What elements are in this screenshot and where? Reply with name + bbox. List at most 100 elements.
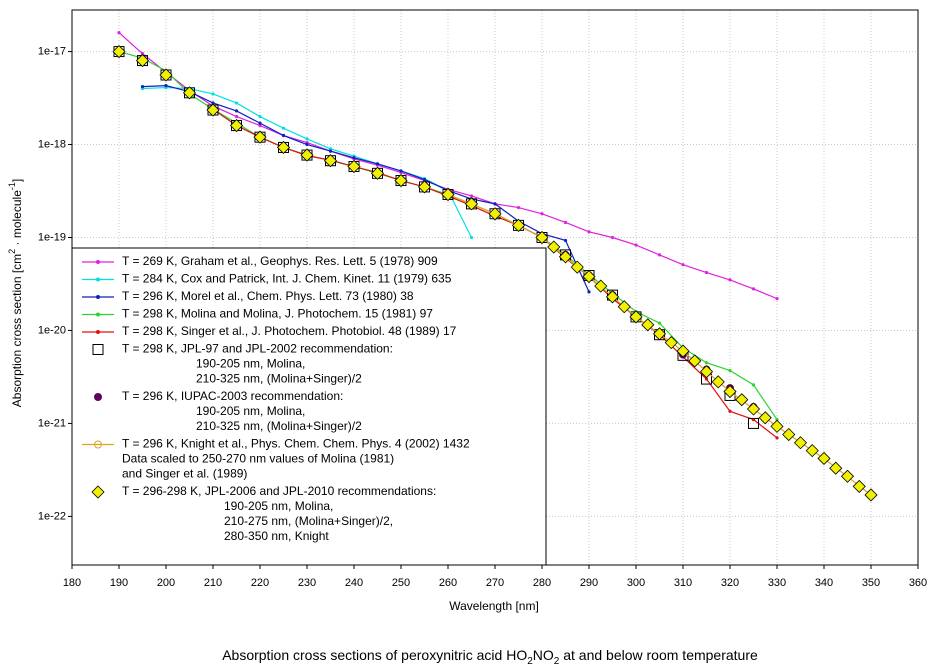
point <box>793 436 808 450</box>
point <box>535 230 549 245</box>
point <box>488 207 502 221</box>
y-tick-label: 1e-19 <box>38 231 66 243</box>
point <box>704 361 709 365</box>
point <box>417 180 432 194</box>
point <box>840 469 855 483</box>
x-tick-label: 230 <box>298 577 316 589</box>
point <box>563 220 568 225</box>
point <box>469 194 474 198</box>
legend-marker <box>91 485 105 499</box>
point <box>469 235 474 240</box>
point <box>300 148 314 162</box>
point <box>605 290 620 304</box>
point <box>641 318 655 332</box>
legend-note: 210-325 nm, (Molina+Singer)/2 <box>196 419 362 433</box>
legend-marker <box>96 295 100 299</box>
plot <box>112 30 878 502</box>
legend-marker <box>92 344 104 355</box>
x-tick-label: 210 <box>204 577 222 589</box>
text-part: Absorption cross sections of peroxynitri… <box>222 647 527 663</box>
point <box>493 202 497 206</box>
x-tick-label: 260 <box>439 577 457 589</box>
point <box>558 250 573 264</box>
point <box>704 270 709 275</box>
x-tick-label: 270 <box>486 577 504 589</box>
chart-title: Absorption cross sections of peroxynitri… <box>222 647 758 667</box>
x-axis-label: Wavelength [nm] <box>449 599 539 613</box>
x-tick-label: 340 <box>815 577 833 589</box>
point <box>587 290 591 294</box>
y-tick-label: 1e-22 <box>38 510 66 522</box>
y-axis-label: Absorption cross section [cm2 · molecule… <box>7 179 24 407</box>
point <box>464 197 479 211</box>
point <box>775 417 779 422</box>
point <box>281 126 286 130</box>
x-tick-label: 220 <box>251 577 269 589</box>
point <box>770 419 784 433</box>
point <box>688 354 702 368</box>
x-tick-label: 300 <box>627 577 645 589</box>
point <box>347 159 361 174</box>
x-tick-label: 180 <box>63 577 81 589</box>
text-part: ] <box>10 179 24 182</box>
point <box>664 336 678 350</box>
axes: 180 190 200 210 220 230 240 250 260 270 280 290 300 3… <box>38 45 927 588</box>
legend-note: 190-205 nm, Molina, <box>224 499 333 513</box>
legend-label: T = 298 K, Molina and Molina, J. Photoch… <box>122 307 433 321</box>
point <box>817 451 831 466</box>
point <box>676 344 690 358</box>
point <box>735 393 749 407</box>
legend-note: 210-275 nm, (Molina+Singer)/2, <box>224 514 393 528</box>
point <box>728 369 732 373</box>
x-tick-label: 250 <box>392 577 410 589</box>
point <box>748 417 759 429</box>
x-tick-label: 360 <box>909 577 927 589</box>
point <box>276 140 291 155</box>
point <box>617 300 631 314</box>
legend-marker <box>96 277 100 282</box>
legend: T = 269 K, Graham et al., Geophys. Res. … <box>71 247 547 566</box>
point <box>746 402 761 416</box>
point <box>258 123 262 128</box>
point <box>629 310 643 324</box>
text-part: NO <box>533 647 554 663</box>
legend-label: T = 284 K, Cox and Patrick, Int. J. Chem… <box>122 272 452 286</box>
point <box>681 263 685 267</box>
x-tick-label: 310 <box>674 577 692 589</box>
x-tick-label: 200 <box>157 577 175 589</box>
x-tick-label: 320 <box>721 577 739 589</box>
legend-marker <box>96 260 100 264</box>
point <box>253 130 267 144</box>
point <box>657 253 662 257</box>
text-part: Absorption cross section [cm <box>10 254 24 407</box>
point <box>159 68 173 82</box>
point <box>728 278 732 282</box>
point <box>587 230 591 234</box>
legend-label: T = 296 K, Knight et al., Phys. Chem. Ch… <box>122 437 470 451</box>
point <box>610 235 615 240</box>
series <box>112 45 878 502</box>
x-tick-label: 280 <box>533 577 551 589</box>
legend-note: 190-205 nm, Molina, <box>196 357 305 371</box>
point <box>135 54 150 68</box>
legend-box <box>71 247 547 566</box>
legend-note: 190-205 nm, Molina, <box>196 404 305 418</box>
point <box>182 86 197 100</box>
point <box>594 279 608 293</box>
point <box>775 436 779 440</box>
point <box>704 377 709 381</box>
point <box>328 147 333 151</box>
legend-note: and Singer et al. (1989) <box>122 467 247 481</box>
point <box>305 142 309 147</box>
point <box>441 187 455 202</box>
y-tick-label: 1e-20 <box>38 324 66 336</box>
text-part: 2 <box>7 249 17 254</box>
y-tick-label: 1e-18 <box>38 138 66 150</box>
text-part: 2 <box>527 656 533 667</box>
point <box>352 156 356 160</box>
x-tick-label: 190 <box>110 577 128 589</box>
legend-marker <box>96 330 100 334</box>
legend-label: T = 298 K, JPL-97 and JPL-2002 recommend… <box>122 342 393 356</box>
point <box>782 427 796 442</box>
point <box>234 109 239 113</box>
